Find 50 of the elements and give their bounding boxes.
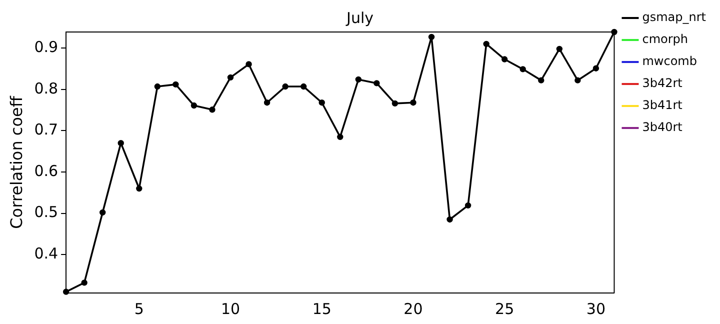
y-tick-label: 0.8 <box>34 79 58 98</box>
legend-label: gsmap_nrt <box>642 10 706 24</box>
x-tick-label: 15 <box>312 300 332 318</box>
point <box>337 134 344 140</box>
chart-title: July <box>346 8 374 27</box>
point <box>355 76 362 83</box>
point <box>282 83 288 90</box>
y-tick-label: 0.7 <box>34 120 58 139</box>
point <box>172 81 179 88</box>
legend-label: 3b42rt <box>642 76 683 90</box>
point <box>264 100 270 106</box>
y-tick-label: 0.9 <box>34 38 58 56</box>
point <box>246 61 252 68</box>
x-tick-label: 30 <box>586 300 606 318</box>
point <box>136 185 142 192</box>
point <box>374 80 380 86</box>
point <box>100 209 106 216</box>
point <box>446 216 453 223</box>
legend-label: 3b40rt <box>642 120 683 134</box>
point <box>556 46 563 52</box>
point <box>520 66 526 72</box>
point <box>538 77 544 84</box>
x-tick-label: 20 <box>404 300 423 318</box>
legend-label: 3b41rt <box>642 98 683 112</box>
y-tick-label: 0.4 <box>34 244 58 262</box>
point <box>300 83 307 90</box>
point <box>392 100 398 107</box>
point <box>410 100 416 106</box>
point <box>464 202 472 209</box>
point <box>118 140 124 146</box>
legend-label: cmorph <box>642 32 688 46</box>
x-tick-label: 10 <box>220 300 240 318</box>
point <box>318 100 325 106</box>
point <box>592 65 600 72</box>
legend-label: mwcomb <box>642 54 697 68</box>
point <box>209 106 216 113</box>
point <box>190 102 198 109</box>
point <box>501 56 508 62</box>
point <box>483 40 490 48</box>
y-tick-label: 0.5 <box>34 203 58 222</box>
x-tick-label: 5 <box>134 300 144 318</box>
point <box>227 74 234 81</box>
y-axis-title: Correlation coeff <box>6 95 26 229</box>
point <box>428 34 435 40</box>
point <box>62 288 70 295</box>
y-tick-label: 0.6 <box>34 162 58 180</box>
point <box>574 77 581 84</box>
point <box>81 280 88 286</box>
x-tick-label: 25 <box>495 300 514 318</box>
point <box>154 83 161 90</box>
